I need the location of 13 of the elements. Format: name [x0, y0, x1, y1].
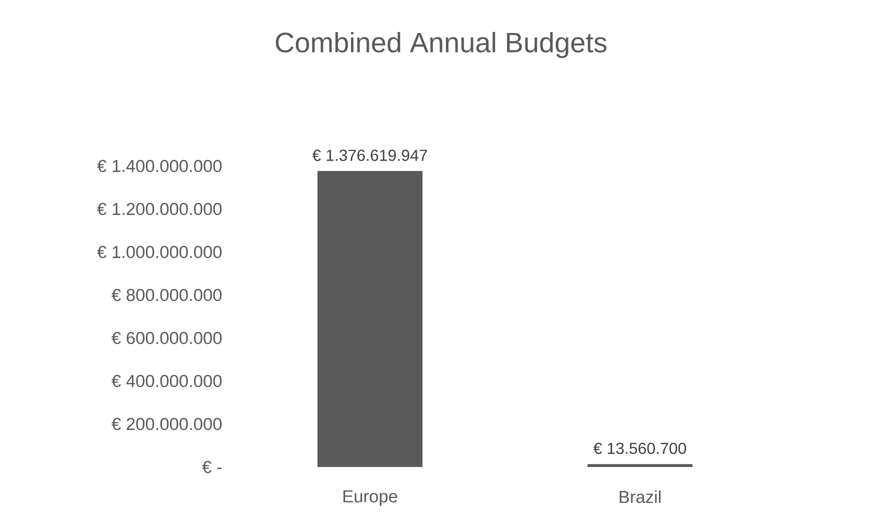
y-tick-label: € 200.000.000	[112, 418, 222, 430]
y-tick-label: € 600.000.000	[112, 332, 222, 344]
x-tick-label: Brazil	[620, 490, 661, 504]
data-label: € 1.376.619.947	[312, 150, 427, 161]
data-label: € 13.560.700	[593, 442, 686, 454]
y-tick-label: € 1.400.000.000	[97, 160, 222, 172]
y-tick-label: € 1.200.000.000	[97, 202, 222, 216]
y-tick-label: € -	[202, 460, 222, 474]
chart-title: Combined Annual Budgets	[276, 32, 606, 58]
y-tick-label: € 400.000.000	[112, 374, 222, 388]
y-tick-label: € 800.000.000	[112, 288, 222, 302]
y-tick-label: € 1.000.000.000	[97, 246, 222, 258]
x-tick-label: Europe	[343, 490, 398, 506]
